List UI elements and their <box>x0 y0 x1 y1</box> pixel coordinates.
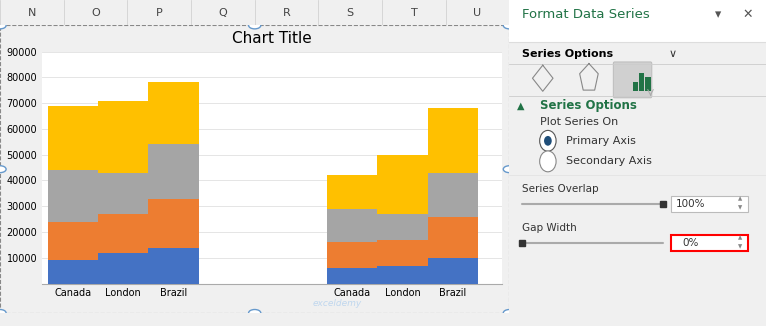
Bar <box>378 266 428 284</box>
Text: ▼: ▼ <box>738 205 742 211</box>
Text: Primary Axis: Primary Axis <box>566 136 636 146</box>
Bar <box>149 82 199 144</box>
Text: 0%: 0% <box>682 238 699 248</box>
Text: Series Overlap: Series Overlap <box>522 184 599 194</box>
Bar <box>327 175 378 209</box>
Text: R: R <box>283 8 290 18</box>
Circle shape <box>503 309 516 317</box>
Bar <box>378 155 428 214</box>
Text: Q: Q <box>218 8 228 18</box>
Text: S: S <box>347 8 354 18</box>
Bar <box>327 242 378 268</box>
Bar <box>327 209 378 242</box>
Text: Secondary Axis: Secondary Axis <box>566 156 652 166</box>
Bar <box>633 82 638 91</box>
Text: N: N <box>28 8 36 18</box>
Bar <box>47 170 98 222</box>
Text: ▾: ▾ <box>715 8 721 21</box>
Bar <box>47 106 98 170</box>
Text: Gap Width: Gap Width <box>522 223 577 233</box>
Bar <box>428 108 478 173</box>
Bar <box>47 260 98 284</box>
Bar <box>428 258 478 284</box>
Text: Series Options: Series Options <box>540 99 637 112</box>
Bar <box>149 199 199 247</box>
Bar <box>98 100 149 173</box>
Text: ✕: ✕ <box>743 8 754 21</box>
Text: P: P <box>155 8 162 18</box>
Text: ▲: ▲ <box>517 101 525 111</box>
Text: Format Data Series: Format Data Series <box>522 8 650 21</box>
Text: O: O <box>91 8 100 18</box>
Circle shape <box>0 166 6 173</box>
Bar <box>98 173 149 214</box>
Bar <box>428 173 478 216</box>
Circle shape <box>249 22 260 29</box>
Bar <box>639 73 644 91</box>
FancyBboxPatch shape <box>671 235 748 251</box>
Bar <box>149 247 199 284</box>
Text: ▲: ▲ <box>738 196 742 201</box>
Title: Chart Title: Chart Title <box>232 31 312 46</box>
Bar <box>98 214 149 253</box>
Bar <box>98 253 149 284</box>
Text: 100%: 100% <box>676 199 705 209</box>
FancyBboxPatch shape <box>671 196 748 212</box>
Circle shape <box>503 166 516 173</box>
FancyBboxPatch shape <box>509 0 766 42</box>
Bar <box>646 77 650 91</box>
Bar <box>47 222 98 260</box>
Text: U: U <box>473 8 482 18</box>
Circle shape <box>0 22 6 29</box>
FancyBboxPatch shape <box>614 62 652 98</box>
Text: exceldemy: exceldemy <box>313 299 362 308</box>
Text: Plot Series On: Plot Series On <box>540 117 618 127</box>
Circle shape <box>0 309 6 317</box>
Circle shape <box>503 22 516 29</box>
Circle shape <box>249 309 260 317</box>
Text: ∨: ∨ <box>669 49 676 59</box>
Bar <box>378 214 428 240</box>
Circle shape <box>540 130 556 151</box>
Bar <box>378 240 428 266</box>
Bar <box>149 144 199 199</box>
Text: T: T <box>411 8 417 18</box>
Bar <box>428 216 478 258</box>
Text: Series Options: Series Options <box>522 49 614 59</box>
Text: ▲: ▲ <box>738 235 742 241</box>
Circle shape <box>544 136 552 146</box>
Circle shape <box>540 151 556 172</box>
Text: ▼: ▼ <box>738 244 742 250</box>
Bar <box>327 268 378 284</box>
